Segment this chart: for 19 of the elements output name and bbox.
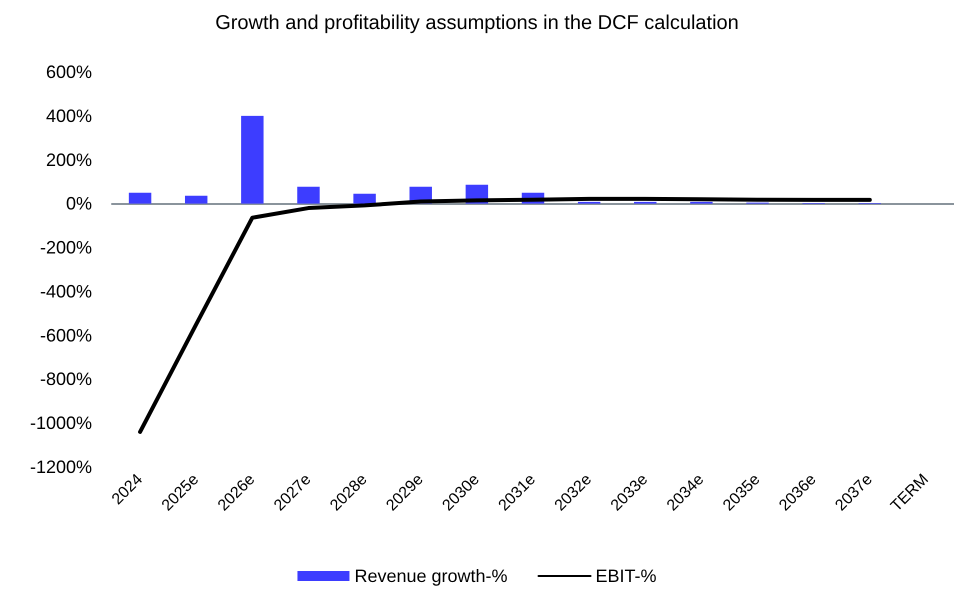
bar [184,196,208,204]
y-tick-label: 0% [66,194,92,214]
y-tick-label: -200% [40,238,92,258]
y-tick-label: -1200% [30,457,92,477]
y-tick-label: -600% [40,325,92,346]
line-series [138,196,872,434]
y-tick-label: 400% [46,106,92,126]
bar [353,194,376,204]
legend-label: Revenue growth-% [354,566,508,586]
legend-label: EBIT-% [596,566,657,586]
bar [241,116,264,204]
y-tick-label: 600% [46,62,92,82]
chart-title: Growth and profitability assumptions in the DCF calculation [215,12,739,34]
y-tick-label: -1000% [30,413,92,434]
y-tick-label: -800% [40,369,92,390]
y-tick-label: 200% [46,150,92,170]
y-tick-label: -400% [40,281,92,302]
bar [297,186,320,204]
bar [128,192,152,204]
